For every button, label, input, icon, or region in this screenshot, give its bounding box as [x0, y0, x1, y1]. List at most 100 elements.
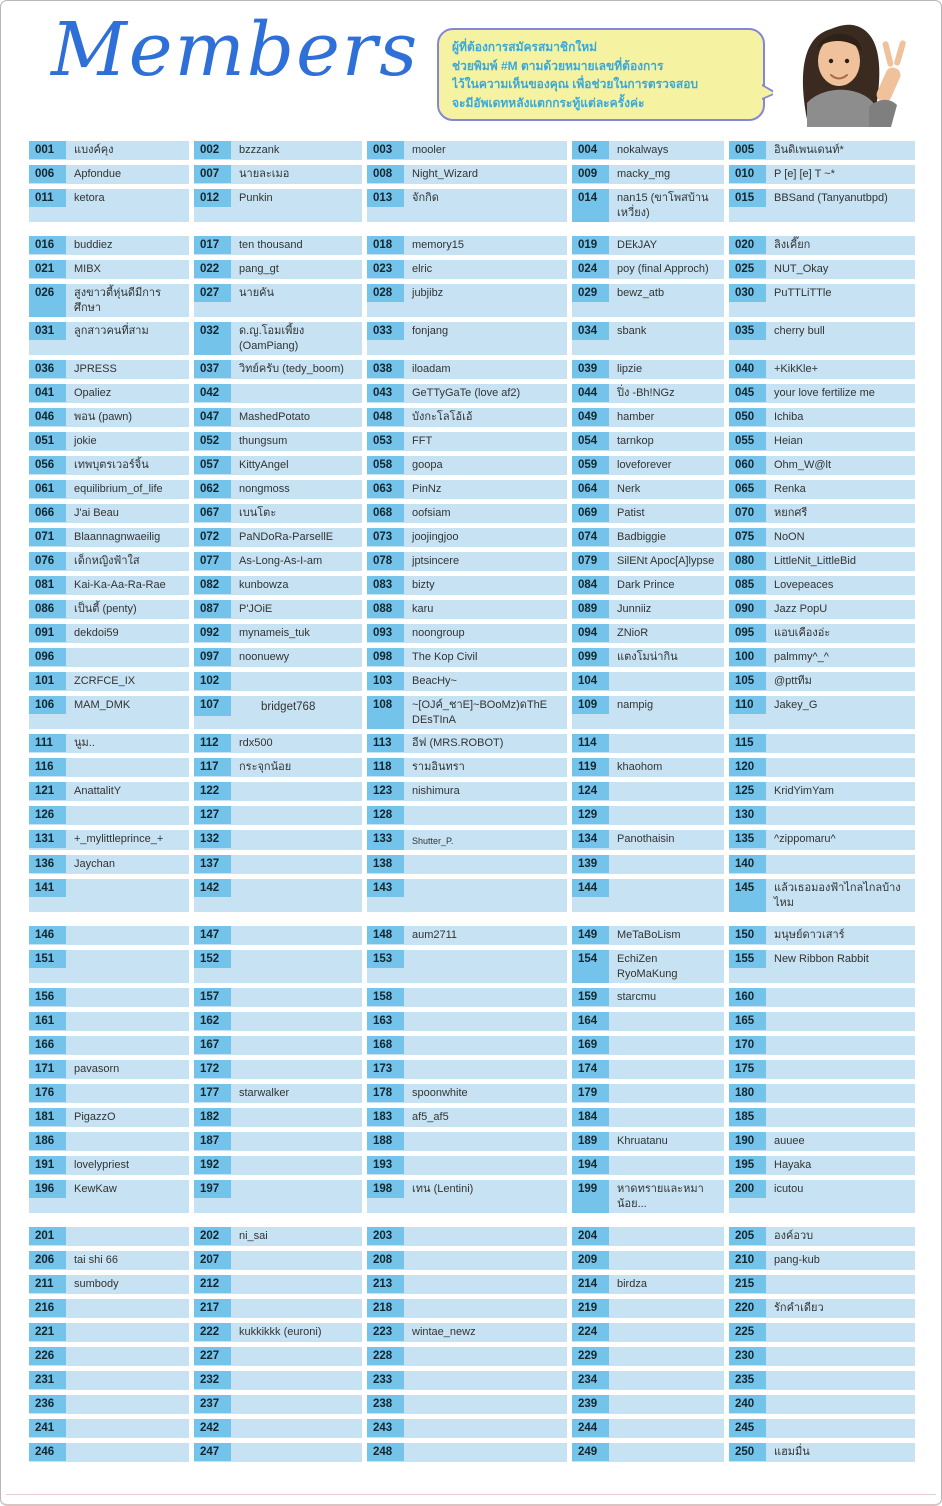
member-name: อีฟ (MRS.ROBOT) — [412, 737, 504, 749]
member-name — [66, 879, 189, 897]
member-row: 006 Apfondue 007 นายละเมอ 008 Night_Wizard 009… — [29, 165, 915, 184]
member-name — [66, 950, 189, 968]
member-cell: 183 af5_af5 — [367, 1108, 567, 1127]
member-number: 155 — [729, 950, 766, 968]
member-number: 063 — [367, 480, 404, 498]
member-cell: 197 — [194, 1180, 362, 1213]
member-name: Patist — [617, 507, 645, 519]
member-name — [231, 1132, 362, 1150]
member-cell: 137 — [194, 855, 362, 874]
member-number: 240 — [729, 1395, 766, 1413]
member-number: 002 — [194, 141, 231, 159]
member-number: 144 — [572, 879, 609, 897]
member-cell: 089 Junniiz — [572, 600, 724, 619]
member-number: 201 — [29, 1227, 66, 1245]
member-number: 183 — [367, 1108, 404, 1126]
member-name — [231, 950, 362, 968]
member-cell: 240 — [729, 1395, 915, 1414]
member-number: 242 — [194, 1419, 231, 1437]
member-cell: 248 — [367, 1443, 567, 1462]
member-cell: 058 goopa — [367, 456, 567, 475]
member-name: พอน (pawn) — [74, 411, 133, 423]
member-name — [404, 988, 567, 1006]
member-name: แล้วเธอมองฟ้าไกลไกลบ้างไหม — [774, 882, 901, 909]
member-number: 123 — [367, 782, 404, 800]
member-cell: 200 icutou — [729, 1180, 915, 1213]
member-cell: 144 — [572, 879, 724, 912]
member-number: 200 — [729, 1180, 766, 1198]
member-cell: 134 Panothaisin — [572, 830, 724, 850]
member-cell: 092 mynameis_tuk — [194, 624, 362, 643]
member-row: 126 127 128 129 130 — [29, 806, 915, 825]
member-cell: 147 — [194, 926, 362, 945]
member-name — [609, 1108, 724, 1126]
member-number: 216 — [29, 1299, 66, 1317]
member-cell: 110 Jakey_G — [729, 696, 915, 729]
member-name: icutou — [774, 1183, 804, 1195]
member-cell: 020 ลิงเคี๊ยก — [729, 236, 915, 255]
member-cell: 214 birdza — [572, 1275, 724, 1294]
member-cell: 216 — [29, 1299, 189, 1318]
member-name — [231, 672, 362, 690]
member-cell: 010 P [e] [e] T ~* — [729, 165, 915, 184]
member-number: 018 — [367, 236, 404, 254]
member-cell: 205 องค์อวบ — [729, 1227, 915, 1246]
member-number: 203 — [367, 1227, 404, 1245]
member-name — [766, 806, 915, 824]
member-cell: 103 BeacHy~ — [367, 672, 567, 691]
member-number: 049 — [572, 408, 609, 426]
member-name: hamber — [617, 411, 655, 423]
member-cell: 021 MIBX — [29, 260, 189, 279]
member-number: 089 — [572, 600, 609, 618]
member-row: 046 พอน (pawn) 047 MashedPotato 048 บังกะโลโอ… — [29, 408, 915, 427]
member-cell: 230 — [729, 1347, 915, 1366]
member-name — [609, 855, 724, 873]
member-row: 066 J'ai Beau 067 เบนโตะ 068 oofsiam 069 Patist… — [29, 504, 915, 523]
member-name — [766, 1395, 915, 1413]
member-number: 225 — [729, 1323, 766, 1341]
member-name — [66, 1012, 189, 1030]
member-row: 191 lovelypriest 192 193 194 195 Hayaka — [29, 1156, 915, 1175]
member-name — [609, 1299, 724, 1317]
member-number: 160 — [729, 988, 766, 1006]
member-name: goopa — [412, 459, 443, 471]
member-number: 221 — [29, 1323, 66, 1341]
member-name: rdx500 — [239, 737, 273, 749]
member-cell: 078 jptsincere — [367, 552, 567, 571]
member-name — [404, 1275, 567, 1293]
member-name: บังกะโลโอ้เอ้ — [412, 411, 473, 423]
member-name — [766, 734, 915, 752]
member-cell: 128 — [367, 806, 567, 825]
member-cell: 027 นายคัน — [194, 284, 362, 317]
member-name: equilibrium_of_life — [74, 483, 163, 495]
member-cell: 061 equilibrium_of_life — [29, 480, 189, 499]
member-row: 226 227 228 229 230 — [29, 1347, 915, 1366]
member-number: 171 — [29, 1060, 66, 1078]
member-number: 217 — [194, 1299, 231, 1317]
member-number: 034 — [572, 322, 609, 340]
member-number: 150 — [729, 926, 766, 944]
member-number: 043 — [367, 384, 404, 402]
member-row: 041 Opaliez 042 043 GeTTyGaTe (love af2) 044 ป… — [29, 384, 915, 403]
member-cell: 069 Patist — [572, 504, 724, 523]
member-number: 214 — [572, 1275, 609, 1293]
member-name — [404, 1443, 567, 1461]
member-name — [66, 926, 189, 944]
member-cell: 082 kunbowza — [194, 576, 362, 595]
member-name: nokalways — [617, 144, 669, 156]
member-cell: 154 EchiZen RyoMaKung — [572, 950, 724, 983]
member-number: 012 — [194, 189, 231, 207]
member-name: bizty — [412, 579, 435, 591]
member-name — [766, 988, 915, 1006]
member-number: 029 — [572, 284, 609, 302]
member-row: 221 222 kukkikkk (euroni) 223 wintae_newz 224… — [29, 1323, 915, 1342]
member-name: karu — [412, 603, 434, 615]
member-number: 101 — [29, 672, 66, 690]
member-cell: 008 Night_Wizard — [367, 165, 567, 184]
member-name: Blaannagnwaeilig — [74, 531, 161, 543]
member-name: Jakey_G — [774, 699, 818, 711]
member-number: 212 — [194, 1275, 231, 1293]
member-name — [404, 1036, 567, 1054]
member-cell: 067 เบนโตะ — [194, 504, 362, 523]
